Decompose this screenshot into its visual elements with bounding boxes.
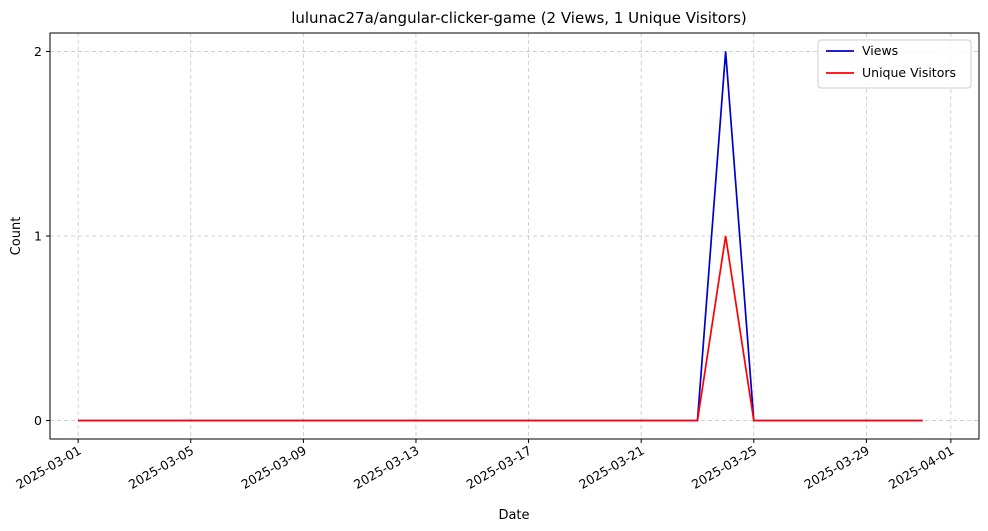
legend-box	[817, 39, 972, 89]
legend: Views Unique Visitors	[817, 39, 972, 89]
y-tick-label: 2	[34, 44, 42, 59]
y-axis-label: Count	[9, 217, 24, 256]
chart-title: lulunac27a/angular-clicker-game (2 Views…	[291, 9, 747, 27]
legend-label-views: Views	[862, 43, 898, 58]
y-tick-label: 0	[34, 413, 42, 428]
y-tick-label: 1	[34, 229, 42, 244]
series-lines	[78, 51, 923, 422]
series-line-unique-visitors	[78, 235, 923, 422]
x-axis-label: Date	[498, 508, 529, 523]
legend-label-unique-visitors: Unique Visitors	[862, 65, 956, 80]
y-axis: 0 1 2	[34, 44, 50, 428]
